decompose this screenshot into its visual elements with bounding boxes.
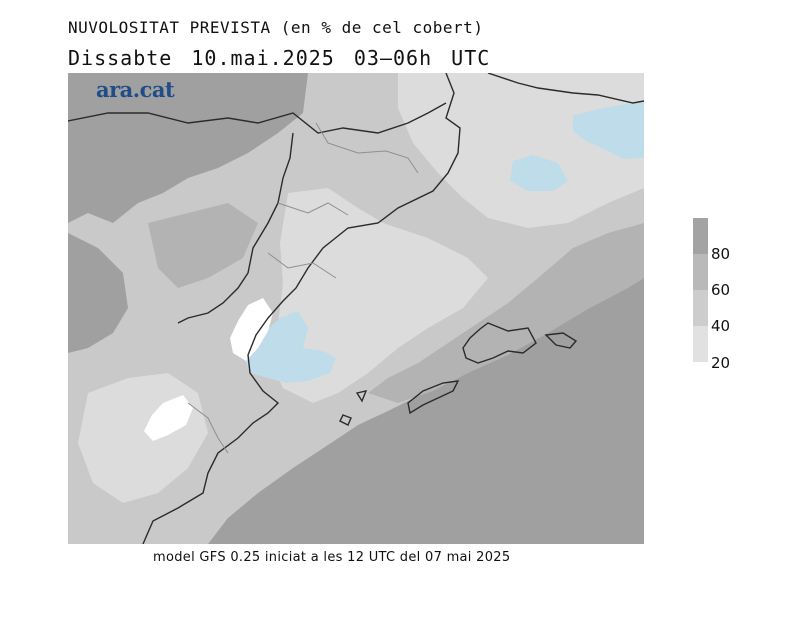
map-title: NUVOLOSITAT PREVISTA (en % de cel cobert… (68, 18, 484, 37)
legend-label-80: 80 (711, 245, 731, 263)
cover-mid-sea (368, 223, 644, 403)
legend-swatch-80-100 (693, 218, 708, 254)
cover-high-w (68, 233, 128, 353)
clear-white-sw (144, 395, 193, 441)
legend-swatch-60-80 (693, 254, 708, 290)
cover-high-nw (68, 73, 308, 223)
coastline (68, 73, 644, 544)
cover-light-ne (398, 73, 644, 228)
admin-borders (187, 122, 419, 454)
cloud-cover-map: ara.cat (68, 73, 644, 544)
cloud-cover-field (68, 73, 644, 544)
legend-swatch-40-60 (693, 290, 708, 326)
clear-blue-ne-1 (510, 155, 568, 191)
color-scale-legend: 80 60 40 20 (693, 218, 753, 378)
cover-light-coast (268, 188, 488, 403)
model-footnote: model GFS 0.25 iniciat a les 12 UTC del … (153, 550, 511, 565)
clear-blue-ne-2 (573, 103, 644, 159)
cover-mid-inland (148, 203, 258, 288)
legend-label-20: 20 (711, 354, 731, 372)
brand-logo: ara.cat (96, 77, 175, 102)
legend-label-60: 60 (711, 281, 731, 299)
clear-blue-delta (244, 311, 336, 383)
legend-label-40: 40 (711, 317, 731, 335)
legend-swatch-20-40 (693, 326, 708, 362)
map-subtitle: Dissabte 10.mai.2025 03–06h UTC (68, 46, 491, 70)
clear-white-ebro (230, 298, 273, 361)
